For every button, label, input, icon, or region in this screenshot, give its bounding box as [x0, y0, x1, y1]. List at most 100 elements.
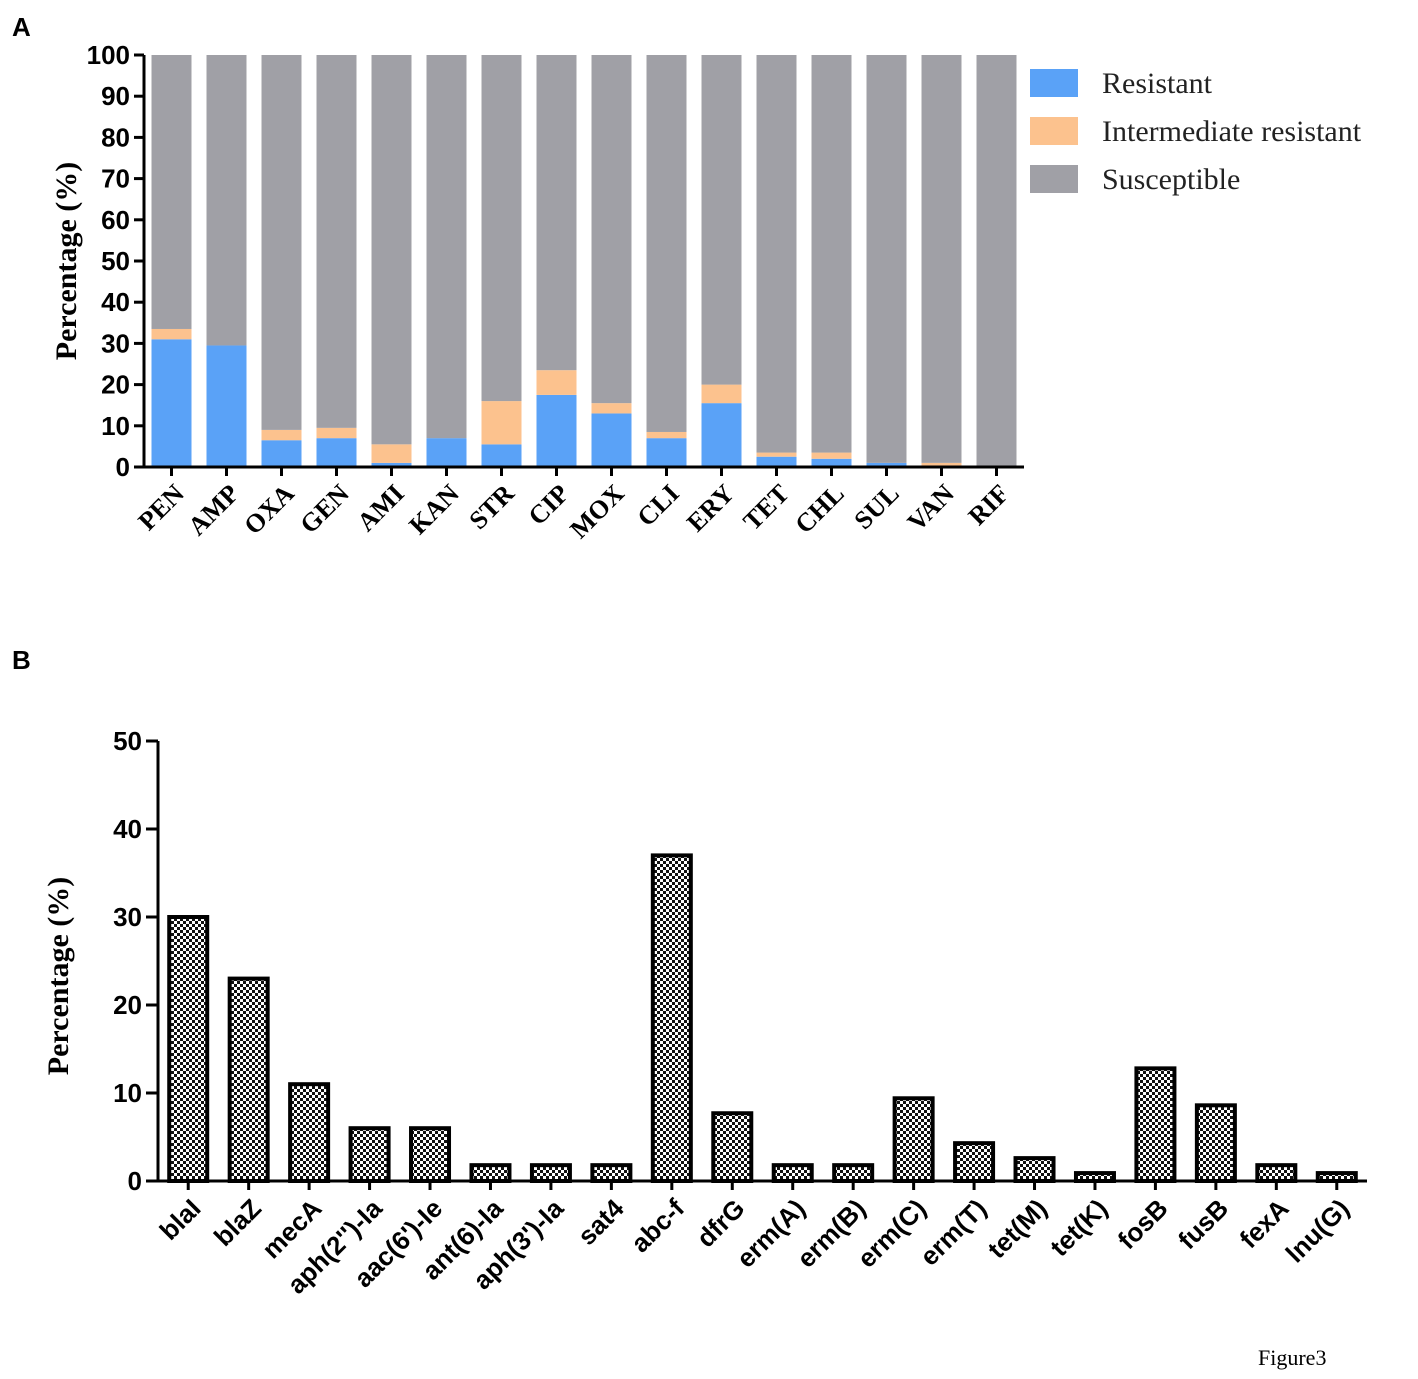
- legend-label: Intermediate resistant: [1102, 115, 1362, 148]
- bar-b-sat4: [590, 1163, 633, 1184]
- x-tick-label-b: fosB: [1112, 1193, 1174, 1255]
- x-tick-label-a: VAN: [902, 479, 960, 537]
- bar-b-erm-t-: [953, 1141, 996, 1184]
- legend-label: Resistant: [1102, 67, 1213, 100]
- bar-b-fexa: [1255, 1163, 1298, 1184]
- bar-a-kan-resistant: [426, 438, 467, 467]
- bar-a-cip-susceptible: [536, 55, 577, 371]
- bar-a-chl-intermediate-resistant: [811, 452, 852, 459]
- y-tick-label-a: 20: [101, 370, 130, 400]
- bar-a-chl-susceptible: [811, 55, 852, 453]
- bar-a-oxa-resistant: [261, 440, 302, 467]
- bar-a-pen-susceptible: [151, 55, 192, 329]
- y-tick-label-a: 80: [101, 122, 130, 152]
- bar-a-chl-resistant: [811, 458, 852, 467]
- bar-b-aph-2-ia: [348, 1126, 391, 1183]
- bar-a-amp-susceptible: [206, 55, 247, 346]
- x-tick-label-a: RIF: [963, 479, 1015, 531]
- bar-b-erm-a-: [771, 1163, 814, 1184]
- bar-a-rif-susceptible: [976, 55, 1017, 467]
- y-tick-label-b: 0: [128, 1166, 142, 1196]
- x-tick-label-a: AMI: [351, 479, 409, 537]
- bar-a-tet-intermediate-resistant: [756, 452, 797, 457]
- y-tick-label-a: 0: [116, 452, 130, 482]
- panel-b-letter: B: [12, 645, 31, 675]
- x-tick-label-b: erm(T): [914, 1193, 992, 1271]
- x-tick-label-a: ERY: [681, 479, 740, 538]
- panel-a-letter: A: [12, 12, 31, 42]
- bar-a-pen-intermediate-resistant: [151, 328, 192, 340]
- y-tick-label-a: 100: [87, 40, 130, 70]
- x-tick-label-b: tet(K): [1044, 1193, 1113, 1262]
- y-tick-label-b: 10: [113, 1078, 142, 1108]
- y-tick-label-a: 60: [101, 205, 130, 235]
- x-tick-label-a: GEN: [294, 479, 355, 540]
- bar-a-oxa-susceptible: [261, 55, 302, 430]
- legend-swatch: [1030, 165, 1078, 193]
- bar-a-sul-resistant: [866, 462, 907, 467]
- bar-b-blaz: [227, 976, 270, 1183]
- y-axis-title-b: Percentage (%): [42, 877, 75, 1076]
- bar-b-erm-c-: [892, 1096, 935, 1184]
- bar-a-cip-resistant: [536, 394, 577, 467]
- x-tick-label-a: OXA: [238, 479, 300, 541]
- bar-a-ami-susceptible: [371, 55, 412, 445]
- bar-b-ant-6-ia: [469, 1163, 512, 1184]
- bar-a-mox-resistant: [591, 413, 632, 467]
- bar-b-aac-6-ie: [409, 1126, 452, 1183]
- bar-b-blai: [167, 915, 210, 1183]
- x-tick-label-b: tet(M): [982, 1193, 1053, 1264]
- bar-a-ery-susceptible: [701, 55, 742, 385]
- x-tick-label-a: SUL: [848, 479, 904, 535]
- y-tick-label-a: 90: [101, 81, 130, 111]
- bar-a-tet-susceptible: [756, 55, 797, 453]
- bar-a-van-intermediate-resistant: [921, 462, 962, 467]
- x-tick-label-a: TET: [737, 479, 794, 536]
- x-tick-label-a: AMP: [182, 479, 244, 541]
- legend-swatch: [1030, 117, 1078, 145]
- x-tick-label-a: MOX: [564, 479, 630, 545]
- bar-a-amp-resistant: [206, 345, 247, 467]
- y-tick-label-b: 40: [113, 814, 142, 844]
- x-tick-label-a: STR: [463, 479, 519, 535]
- bar-a-pen-resistant: [151, 339, 192, 467]
- bar-b-erm-b-: [832, 1163, 875, 1184]
- figure-caption: Figure3: [1258, 1345, 1326, 1370]
- bar-a-str-resistant: [481, 444, 522, 467]
- bar-a-ami-intermediate-resistant: [371, 444, 412, 463]
- bar-a-kan-susceptible: [426, 55, 467, 439]
- legend-label: Susceptible: [1102, 163, 1240, 196]
- legend-swatch: [1030, 69, 1078, 97]
- bar-a-cli-resistant: [646, 438, 687, 467]
- y-axis-title-a: Percentage (%): [50, 162, 83, 361]
- x-tick-label-b: blaI: [154, 1193, 207, 1246]
- x-tick-label-b: sat4: [572, 1193, 630, 1251]
- bar-b-dfrg: [711, 1111, 754, 1183]
- x-tick-label-a: PEN: [132, 479, 189, 536]
- x-tick-label-a: CLI: [632, 479, 685, 532]
- bar-a-ery-resistant: [701, 403, 742, 467]
- bar-b-tet-m-: [1013, 1156, 1056, 1183]
- bar-a-gen-resistant: [316, 438, 357, 467]
- y-tick-label-a: 40: [101, 287, 130, 317]
- y-tick-label-a: 50: [101, 246, 130, 276]
- bar-b-abc-f: [650, 853, 693, 1184]
- x-tick-label-a: CHL: [789, 479, 849, 539]
- bar-a-str-susceptible: [481, 55, 522, 402]
- x-tick-label-b: fusB: [1172, 1193, 1234, 1255]
- x-tick-label-a: KAN: [403, 479, 465, 541]
- bar-a-mox-susceptible: [591, 55, 632, 404]
- y-tick-label-b: 50: [113, 726, 142, 756]
- bar-b-meca: [288, 1082, 331, 1183]
- y-tick-label-a: 10: [101, 411, 130, 441]
- chart-a-legend: Resistant Intermediate resistant Susceptib…: [1030, 67, 1362, 196]
- bar-a-cli-intermediate-resistant: [646, 431, 687, 439]
- x-tick-label-b: erm(C): [851, 1193, 931, 1273]
- bar-a-mox-intermediate-resistant: [591, 403, 632, 414]
- bar-a-gen-susceptible: [316, 55, 357, 428]
- bar-a-van-susceptible: [921, 55, 962, 463]
- bar-a-ery-intermediate-resistant: [701, 384, 742, 404]
- bar-a-cli-susceptible: [646, 55, 687, 432]
